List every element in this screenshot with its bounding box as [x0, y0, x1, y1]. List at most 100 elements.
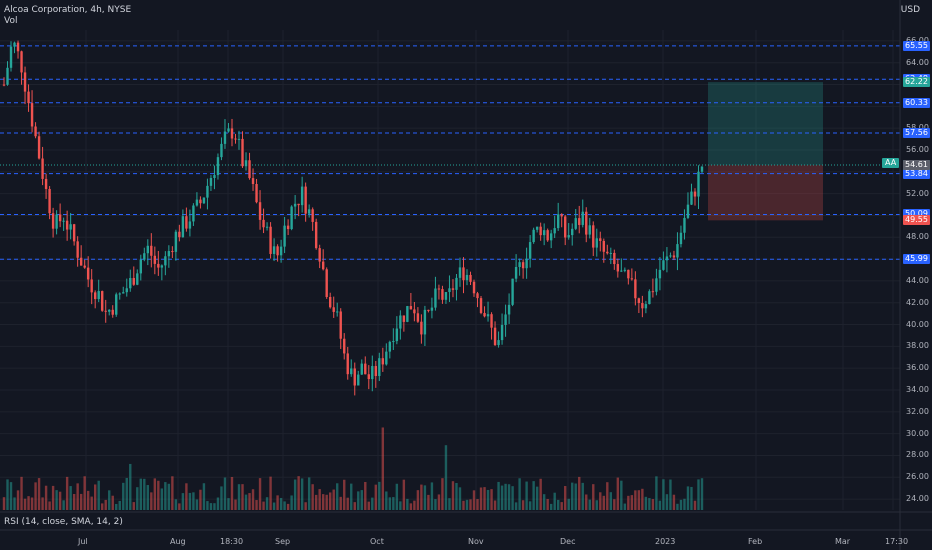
- volume-bar: [434, 499, 437, 510]
- volume-bar: [234, 499, 237, 510]
- volume-bar: [164, 482, 167, 510]
- candle-body: [560, 214, 563, 217]
- candle-body: [62, 220, 65, 222]
- candle-body: [357, 374, 360, 386]
- volume-bar: [392, 497, 395, 510]
- volume-label: Vol: [4, 16, 18, 26]
- candle-body: [690, 191, 693, 205]
- volume-bar: [104, 499, 107, 510]
- volume-bar: [185, 483, 188, 510]
- volume-bar: [325, 494, 328, 510]
- price-tag: 62.22: [903, 77, 930, 88]
- candle-body: [20, 51, 23, 73]
- y-tick-label: 58.00: [906, 123, 929, 132]
- candle-body: [115, 294, 118, 315]
- candle-body: [223, 131, 227, 144]
- volume-bar: [535, 486, 539, 510]
- volume-bar: [153, 478, 157, 510]
- candle-body: [616, 264, 620, 272]
- candle-body: [609, 252, 613, 254]
- volume-bar: [129, 463, 132, 510]
- volume-bar: [20, 476, 23, 510]
- candle-body: [44, 178, 48, 189]
- candle-body: [227, 128, 230, 132]
- volume-bar: [93, 484, 97, 510]
- volume-bar: [364, 481, 367, 510]
- candle-body: [420, 321, 423, 335]
- volume-bar: [528, 501, 532, 510]
- level-tag: 60.33: [903, 97, 930, 108]
- volume-bar: [567, 498, 570, 510]
- volume-bar: [199, 489, 202, 510]
- volume-bar: [479, 487, 483, 510]
- volume-bar: [644, 496, 648, 510]
- candle-body: [648, 291, 651, 305]
- stop-zone: [708, 165, 823, 221]
- volume-bar: [469, 499, 472, 510]
- volume-bar: [9, 482, 13, 510]
- volume-bar: [451, 481, 455, 510]
- candle-body: [641, 302, 644, 309]
- candle-body: [336, 311, 339, 313]
- volume-bar: [125, 477, 128, 510]
- volume-bar: [136, 487, 139, 510]
- volume-bar: [476, 499, 479, 510]
- candle-body: [595, 238, 598, 248]
- volume-bar: [174, 499, 178, 510]
- candle-body: [325, 269, 328, 297]
- candle-body: [455, 277, 458, 290]
- candle-body: [350, 368, 353, 375]
- candle-body: [216, 157, 220, 176]
- candle-body: [118, 293, 121, 295]
- volume-bar: [606, 482, 609, 510]
- candle-body: [564, 216, 567, 238]
- candle-body: [244, 160, 248, 167]
- candle-body: [300, 186, 304, 206]
- x-tick-label: Aug: [170, 537, 186, 546]
- candle-body: [507, 304, 511, 315]
- candle-body: [164, 256, 167, 266]
- volume-bar: [430, 482, 434, 510]
- candle-body: [521, 262, 525, 269]
- candle-body: [676, 244, 679, 258]
- volume-bar: [507, 484, 511, 510]
- volume-bar: [444, 445, 448, 510]
- volume-bar: [97, 480, 100, 510]
- candle-body: [539, 226, 542, 236]
- volume-bar: [307, 477, 311, 510]
- y-tick-label: 32.00: [906, 406, 929, 416]
- candle-body: [178, 231, 181, 238]
- volume-bar: [23, 498, 27, 510]
- volume-bar: [48, 501, 51, 510]
- candle-body: [567, 235, 570, 238]
- volume-bar: [34, 482, 37, 510]
- volume-bar: [381, 427, 385, 510]
- volume-bar: [41, 497, 44, 510]
- candle-body: [248, 160, 251, 179]
- volume-bar: [76, 483, 79, 510]
- volume-bar: [101, 503, 104, 510]
- candle-body: [314, 221, 318, 249]
- volume-bar: [283, 501, 286, 510]
- volume-bar: [160, 488, 164, 510]
- volume-bar: [669, 479, 672, 510]
- candle-body: [220, 143, 223, 158]
- candle-body: [686, 204, 690, 218]
- candle-body: [423, 309, 427, 335]
- candle-body: [69, 224, 72, 230]
- volume-bar: [514, 502, 518, 510]
- volume-bar: [490, 489, 493, 510]
- candle-body: [23, 72, 27, 92]
- candle-body: [683, 217, 686, 233]
- candle-body: [297, 203, 300, 206]
- candle-body: [623, 269, 627, 271]
- candle-body: [90, 279, 93, 293]
- candle-body: [13, 42, 16, 47]
- y-tick-label: 42.00: [906, 297, 929, 307]
- candle-body: [93, 292, 97, 300]
- volume-bar: [2, 497, 6, 510]
- candle-body: [514, 266, 518, 279]
- candle-body: [613, 252, 616, 265]
- volume-bar: [181, 493, 185, 510]
